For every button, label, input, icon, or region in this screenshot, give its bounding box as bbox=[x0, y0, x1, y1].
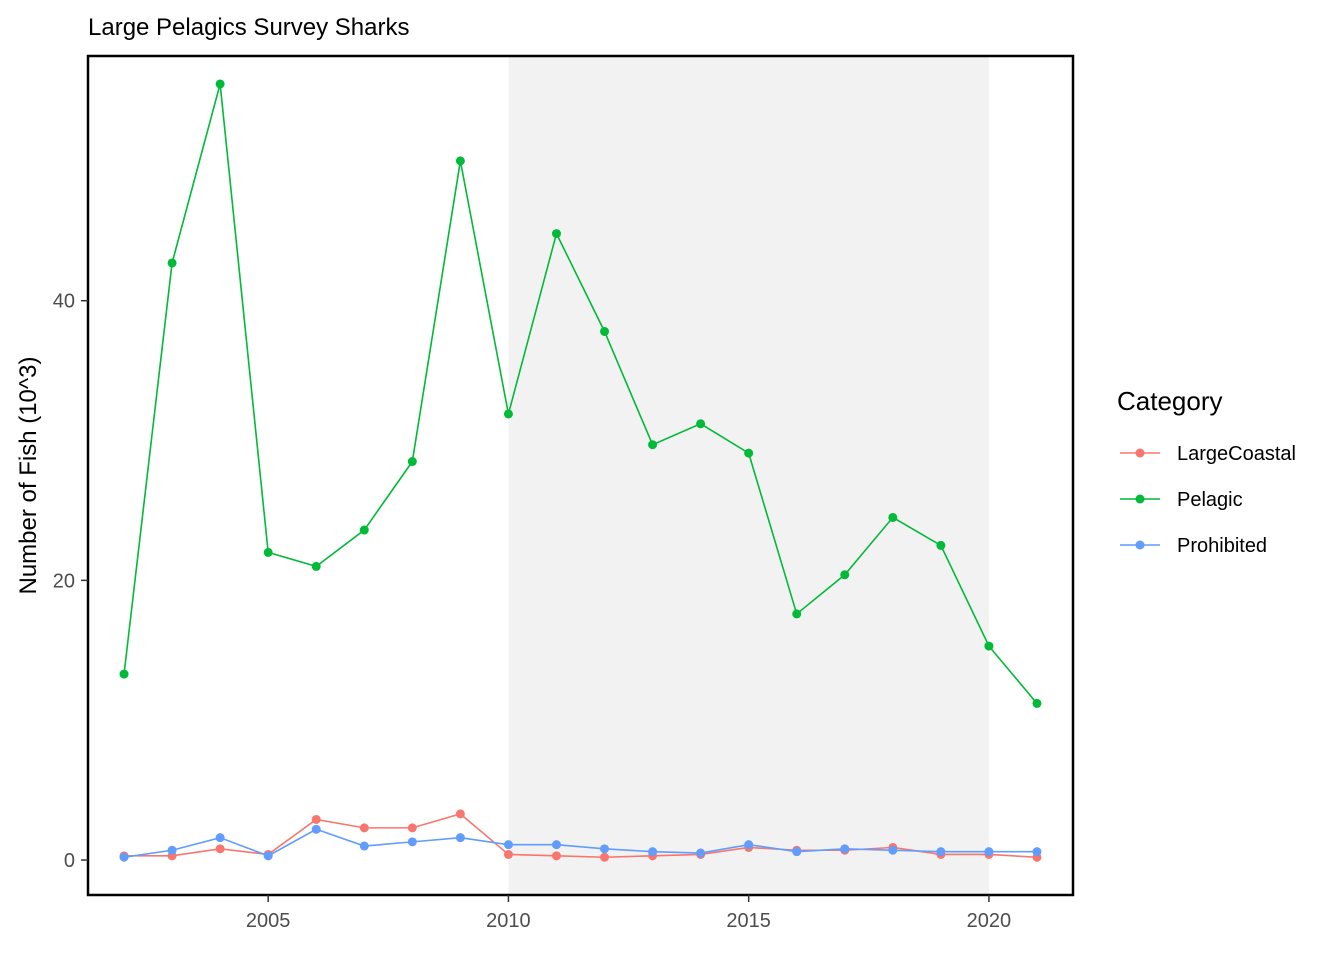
data-point-pelagic bbox=[215, 79, 225, 89]
y-tick-label: 40 bbox=[53, 291, 75, 313]
data-point-largecoastal bbox=[215, 844, 225, 854]
data-point-pelagic bbox=[984, 641, 994, 651]
data-point-largecoastal bbox=[407, 823, 417, 833]
legend-label: Prohibited bbox=[1177, 535, 1267, 557]
data-point-prohibited bbox=[263, 851, 273, 861]
data-point-prohibited bbox=[792, 847, 802, 857]
data-point-prohibited bbox=[407, 837, 417, 847]
series-layer bbox=[119, 79, 1042, 862]
data-point-prohibited bbox=[215, 833, 225, 843]
data-point-prohibited bbox=[936, 847, 946, 857]
data-point-largecoastal bbox=[455, 809, 465, 819]
x-tick-label: 2020 bbox=[967, 910, 1012, 932]
legend-items: LargeCoastal Pelagic Prohibited bbox=[1120, 443, 1296, 557]
data-point-prohibited bbox=[888, 845, 898, 855]
data-point-largecoastal bbox=[503, 849, 513, 859]
legend-item-largecoastal: LargeCoastal bbox=[1120, 443, 1296, 465]
series-line-pelagic bbox=[123, 83, 1038, 704]
legend-label: Pelagic bbox=[1177, 489, 1243, 511]
data-point-pelagic bbox=[600, 326, 610, 336]
x-tick-label: 2005 bbox=[246, 910, 291, 932]
legend: Category LargeCoastal Pelagic Prohibited bbox=[1117, 386, 1296, 557]
data-point-prohibited bbox=[503, 840, 513, 850]
data-point-prohibited bbox=[600, 844, 610, 854]
legend-item-pelagic: Pelagic bbox=[1120, 489, 1243, 511]
data-point-pelagic bbox=[551, 229, 561, 239]
data-point-prohibited bbox=[744, 840, 754, 850]
data-point-pelagic bbox=[744, 448, 754, 458]
panel-border bbox=[86, 54, 1075, 897]
data-point-prohibited bbox=[359, 841, 369, 851]
data-point-pelagic bbox=[167, 258, 177, 268]
data-point-pelagic bbox=[311, 561, 321, 571]
data-point-pelagic bbox=[792, 609, 802, 619]
x-tick-label: 2010 bbox=[486, 910, 531, 932]
data-point-prohibited bbox=[311, 824, 321, 834]
data-point-pelagic bbox=[455, 156, 465, 166]
legend-key-point bbox=[1135, 540, 1145, 550]
data-point-prohibited bbox=[648, 847, 658, 857]
data-point-pelagic bbox=[119, 669, 129, 679]
y-axis: 0 20 40 bbox=[53, 291, 88, 872]
x-tick-label: 2015 bbox=[726, 910, 771, 932]
series-line-prohibited bbox=[123, 828, 1037, 859]
data-point-prohibited bbox=[551, 840, 561, 850]
data-point-pelagic bbox=[1032, 698, 1042, 708]
x-axis: 2005 2010 2015 2020 bbox=[246, 895, 1011, 932]
y-tick-label: 20 bbox=[53, 570, 75, 592]
series-line-largecoastal bbox=[124, 813, 1038, 859]
y-axis-title: Number of Fish (10^3) bbox=[15, 356, 42, 594]
chart-title: Large Pelagics Survey Sharks bbox=[88, 14, 410, 41]
data-point-pelagic bbox=[263, 547, 273, 557]
data-point-largecoastal bbox=[600, 852, 610, 862]
data-point-prohibited bbox=[696, 848, 706, 858]
data-point-pelagic bbox=[503, 409, 513, 419]
data-point-prohibited bbox=[840, 844, 850, 854]
data-point-largecoastal bbox=[551, 851, 561, 861]
data-point-prohibited bbox=[984, 847, 994, 857]
data-point-pelagic bbox=[407, 457, 417, 467]
data-point-prohibited bbox=[119, 852, 129, 862]
data-point-largecoastal bbox=[311, 814, 321, 824]
y-tick-label: 0 bbox=[64, 850, 75, 872]
data-point-pelagic bbox=[648, 440, 658, 450]
legend-key-point bbox=[1135, 494, 1145, 504]
legend-item-prohibited: Prohibited bbox=[1120, 535, 1267, 557]
data-point-pelagic bbox=[696, 419, 706, 429]
legend-label: LargeCoastal bbox=[1177, 443, 1296, 465]
data-point-prohibited bbox=[455, 833, 465, 843]
legend-title: Category bbox=[1117, 386, 1223, 416]
data-point-largecoastal bbox=[359, 823, 369, 833]
data-point-prohibited bbox=[167, 845, 177, 855]
shaded-period bbox=[508, 56, 989, 895]
data-point-pelagic bbox=[888, 512, 898, 522]
data-point-pelagic bbox=[359, 525, 369, 535]
plot-area bbox=[86, 54, 1075, 897]
legend-key-point bbox=[1135, 448, 1145, 458]
data-point-pelagic bbox=[840, 570, 850, 580]
data-point-pelagic bbox=[936, 540, 946, 550]
data-point-prohibited bbox=[1032, 847, 1042, 857]
